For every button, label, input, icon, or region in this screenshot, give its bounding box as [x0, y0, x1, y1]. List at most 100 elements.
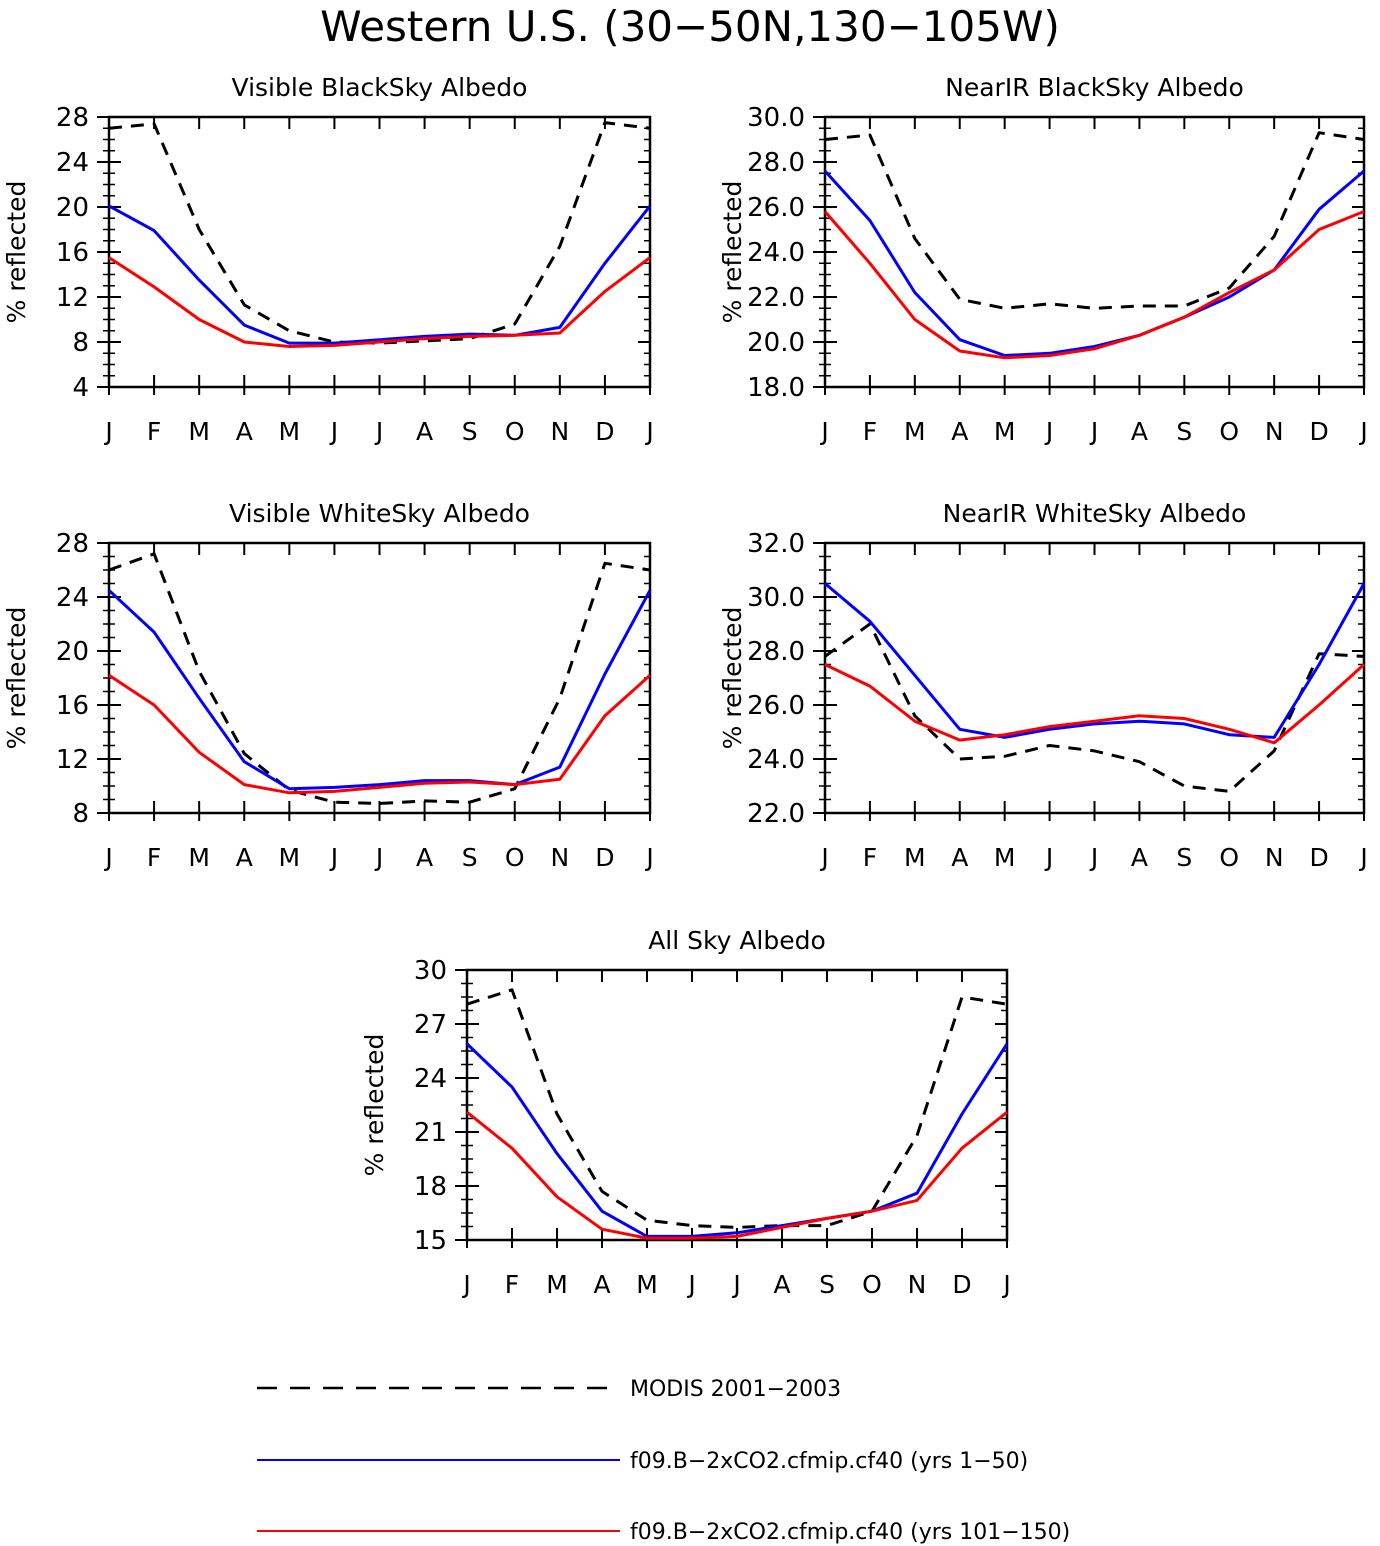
- series-line-run1: [824, 582, 1366, 739]
- series-line-run1: [107, 589, 652, 791]
- x-tick-label: M: [904, 843, 926, 872]
- x-tick-label: D: [595, 843, 614, 872]
- y-tick-label: 20: [56, 193, 89, 223]
- x-tick-label: A: [773, 1270, 790, 1299]
- x-tick-label: J: [644, 843, 653, 872]
- x-tick-label: D: [1309, 417, 1328, 446]
- x-tick-label: J: [1358, 417, 1367, 446]
- legend-label-run1: f09.B−2xCO2.cfmip.cf40 (yrs 1−50): [630, 1449, 1028, 1474]
- series-line-run2: [108, 674, 652, 795]
- legend-label-modis: MODIS 2001−2003: [630, 1377, 841, 1402]
- figure-title: Western U.S. (30−50N,130−105W): [320, 2, 1060, 51]
- y-tick-label: 20.0: [747, 328, 805, 358]
- x-tick-label: A: [416, 843, 433, 872]
- x-tick-label: N: [908, 1270, 927, 1299]
- x-tick-label: J: [1089, 843, 1098, 872]
- x-tick-label: A: [236, 843, 253, 872]
- y-tick-label: 22.0: [747, 799, 805, 829]
- y-tick-label: 28: [56, 529, 89, 559]
- plot-frame: [107, 115, 652, 389]
- x-tick-label: O: [1219, 417, 1239, 446]
- y-tick-label: 24: [56, 148, 89, 178]
- x-tick-label: A: [416, 417, 433, 446]
- x-tick-label: J: [103, 843, 112, 872]
- chart-title: NearIR WhiteSky Albedo: [943, 499, 1247, 528]
- chart-title: Visible BlackSky Albedo: [232, 73, 528, 102]
- chart-title: NearIR BlackSky Albedo: [945, 73, 1244, 102]
- x-tick-label: F: [505, 1270, 519, 1299]
- y-tick-label: 26.0: [747, 193, 805, 223]
- y-tick-label: 18.0: [747, 373, 805, 403]
- y-tick-label: 4: [72, 373, 89, 403]
- y-tick-label: 15: [414, 1226, 447, 1256]
- x-tick-label: M: [279, 843, 301, 872]
- y-tick-label: 16: [56, 238, 89, 268]
- x-tick-label: J: [329, 843, 338, 872]
- x-tick-label: D: [595, 417, 614, 446]
- y-tick-label: 21: [414, 1118, 447, 1148]
- x-tick-label: M: [994, 417, 1016, 446]
- x-tick-label: F: [863, 417, 877, 446]
- x-tick-label: J: [1089, 417, 1098, 446]
- plot-frame: [107, 541, 652, 815]
- x-tick-label: J: [374, 417, 383, 446]
- y-axis-label: % reflected: [2, 181, 31, 324]
- series-line-run1: [465, 1042, 1009, 1238]
- x-tick-label: F: [147, 417, 161, 446]
- y-axis-label: % reflected: [360, 1034, 389, 1177]
- x-tick-label: A: [1131, 417, 1148, 446]
- x-tick-label: A: [951, 417, 968, 446]
- y-tick-label: 24: [56, 583, 89, 613]
- x-tick-label: J: [819, 843, 828, 872]
- y-tick-label: 12: [56, 745, 89, 775]
- y-tick-label: 28: [56, 103, 89, 133]
- y-tick-label: 28.0: [747, 637, 805, 667]
- series-line-modis: [824, 622, 1365, 793]
- y-axis-label: % reflected: [718, 607, 747, 750]
- x-tick-label: N: [550, 417, 569, 446]
- x-tick-label: S: [462, 843, 478, 872]
- plot-frame: [823, 541, 1366, 815]
- x-tick-label: S: [1176, 843, 1192, 872]
- x-tick-label: M: [994, 843, 1016, 872]
- x-tick-label: J: [1358, 843, 1367, 872]
- legend-label-run2: f09.B−2xCO2.cfmip.cf40 (yrs 101−150): [630, 1520, 1070, 1545]
- y-tick-label: 18: [414, 1172, 447, 1202]
- x-tick-label: F: [147, 843, 161, 872]
- y-tick-label: 8: [72, 799, 89, 829]
- chart-title: Visible WhiteSky Albedo: [229, 499, 530, 528]
- x-tick-label: N: [1265, 843, 1284, 872]
- x-tick-label: O: [505, 417, 525, 446]
- x-tick-label: M: [546, 1270, 568, 1299]
- y-axis-label: % reflected: [2, 607, 31, 750]
- x-tick-label: J: [1044, 417, 1053, 446]
- y-tick-label: 26.0: [747, 691, 805, 721]
- y-tick-label: 8: [72, 328, 89, 358]
- y-tick-label: 28.0: [747, 148, 805, 178]
- x-tick-label: N: [550, 843, 569, 872]
- x-tick-label: A: [1131, 843, 1148, 872]
- x-tick-label: M: [636, 1270, 658, 1299]
- x-tick-label: J: [731, 1270, 740, 1299]
- series-line-modis: [466, 988, 1008, 1229]
- x-tick-label: J: [1044, 843, 1053, 872]
- y-tick-label: 32.0: [747, 529, 805, 559]
- x-tick-label: S: [462, 417, 478, 446]
- y-tick-label: 30: [414, 956, 447, 986]
- series-line-run2: [823, 210, 1365, 360]
- y-tick-label: 16: [56, 691, 89, 721]
- y-tick-label: 22.0: [747, 283, 805, 313]
- series-line-modis: [108, 121, 651, 345]
- y-tick-label: 30.0: [747, 583, 805, 613]
- x-tick-label: O: [862, 1270, 882, 1299]
- x-tick-label: M: [188, 843, 210, 872]
- x-tick-label: O: [1219, 843, 1239, 872]
- x-tick-label: M: [279, 417, 301, 446]
- series-line-run2: [466, 1111, 1008, 1240]
